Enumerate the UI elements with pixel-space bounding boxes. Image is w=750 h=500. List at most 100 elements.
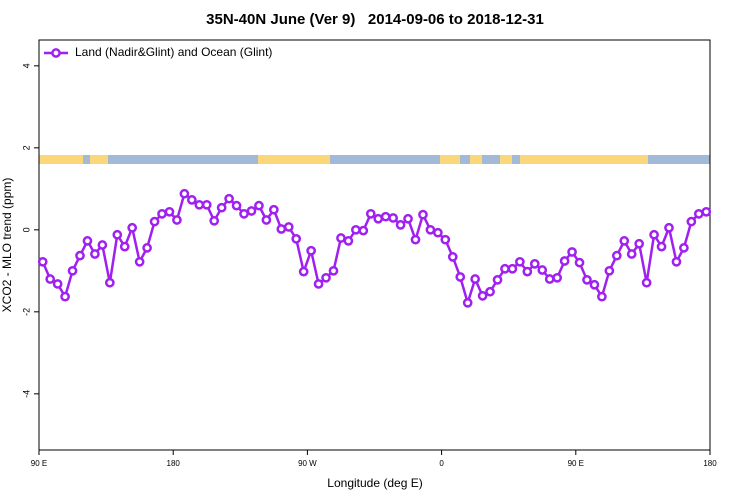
point — [186, 195, 197, 205]
point — [641, 277, 652, 288]
point — [231, 200, 242, 211]
point — [119, 241, 130, 252]
series-line — [41, 191, 707, 308]
point — [433, 227, 443, 238]
land-band — [500, 155, 512, 164]
point — [574, 257, 585, 268]
point — [112, 229, 123, 240]
point — [246, 206, 257, 216]
point — [567, 247, 577, 257]
point — [559, 256, 570, 266]
x-tick-label: 90 E — [31, 459, 47, 468]
y-tick-label: 0 — [21, 227, 31, 232]
point — [142, 243, 152, 253]
point — [552, 272, 563, 283]
point — [37, 256, 48, 267]
x-tick-label: 90 W — [298, 459, 317, 468]
point — [440, 234, 451, 245]
point — [164, 206, 175, 217]
point — [261, 215, 272, 225]
point — [410, 234, 421, 245]
point — [462, 297, 473, 308]
point — [380, 211, 391, 222]
point — [201, 199, 212, 210]
land-band — [520, 155, 648, 164]
point — [649, 229, 659, 240]
land-band — [39, 155, 83, 164]
point — [254, 200, 264, 211]
point — [470, 274, 480, 284]
point — [664, 222, 674, 233]
point — [194, 199, 205, 210]
point — [60, 291, 70, 302]
point — [679, 243, 689, 253]
chart-title: 35N-40N June (Ver 9) 2014-09-06 to 2018-… — [206, 11, 544, 28]
point — [298, 266, 309, 277]
point — [500, 263, 510, 274]
point — [604, 265, 615, 276]
point — [224, 193, 234, 204]
point — [656, 241, 667, 252]
point — [52, 279, 63, 289]
point — [216, 202, 227, 213]
point — [269, 204, 279, 215]
land-band — [90, 155, 108, 164]
point — [589, 279, 600, 290]
land-band — [258, 155, 330, 164]
point — [686, 216, 697, 227]
y-tick-label: -2 — [21, 308, 31, 316]
point — [313, 279, 324, 289]
point — [209, 215, 220, 226]
point — [82, 236, 93, 246]
x-axis-label: Longitude (deg E) — [327, 476, 422, 490]
y-tick-label: 4 — [21, 63, 31, 68]
point — [328, 265, 339, 276]
point — [343, 236, 354, 246]
point — [418, 209, 428, 220]
point — [239, 208, 249, 219]
point — [90, 249, 100, 259]
x-tick-label: 180 — [167, 459, 181, 468]
point — [455, 272, 466, 282]
land-ocean-strip — [39, 155, 710, 164]
point — [522, 266, 533, 277]
point — [447, 252, 458, 262]
point — [693, 208, 704, 219]
y-tick-label: -4 — [21, 390, 31, 398]
point — [358, 225, 369, 236]
point — [157, 208, 167, 219]
point — [373, 213, 384, 224]
point — [306, 245, 316, 256]
point — [75, 250, 85, 261]
point — [529, 259, 540, 269]
point — [134, 256, 145, 267]
point — [701, 206, 712, 217]
legend-label: Land (Nadir&Glint) and Ocean (Glint) — [75, 45, 272, 59]
plot-frame — [38, 39, 711, 451]
point — [388, 213, 398, 223]
point — [671, 256, 682, 267]
point — [515, 256, 525, 267]
point — [336, 233, 346, 243]
point — [127, 222, 138, 233]
point — [611, 250, 622, 261]
point — [172, 215, 182, 225]
x-tick-label: 0 — [439, 459, 444, 468]
point — [537, 265, 548, 275]
x-tick-label: 180 — [703, 459, 717, 468]
land-band — [440, 155, 460, 164]
point — [477, 290, 488, 301]
point — [291, 234, 302, 244]
point — [597, 291, 607, 302]
point — [283, 222, 294, 232]
point — [365, 208, 376, 219]
point — [321, 272, 331, 283]
point — [634, 238, 645, 249]
point — [507, 263, 518, 274]
point — [149, 216, 160, 227]
point — [582, 275, 592, 285]
point — [45, 274, 56, 284]
point — [97, 240, 108, 250]
